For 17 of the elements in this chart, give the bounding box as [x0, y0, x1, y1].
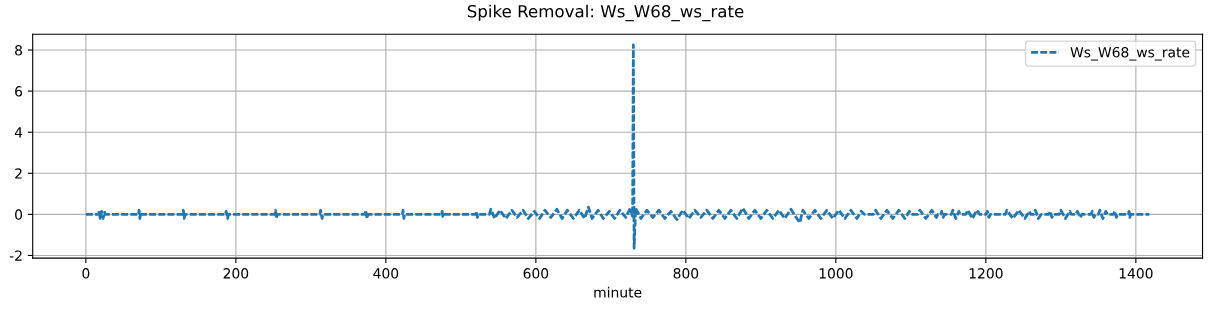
- legend-label: Ws_W68_ws_rate: [1070, 46, 1190, 61]
- x-tick-label: 1000: [819, 268, 853, 279]
- y-tick-label: 6: [15, 86, 23, 97]
- x-tick-label: 800: [673, 268, 699, 279]
- chart-title: Spike Removal: Ws_W68_ws_rate: [467, 4, 744, 22]
- x-tick-label: 600: [523, 268, 549, 279]
- x-tick-label: 200: [223, 268, 249, 279]
- y-tick-label: 2: [15, 168, 22, 179]
- x-tick-label: 0: [82, 268, 90, 279]
- x-tick-label: 1400: [1119, 268, 1153, 279]
- y-tick-label: -2: [9, 250, 22, 261]
- x-tick-label: 1200: [969, 268, 1003, 279]
- y-tick-label: 4: [14, 127, 23, 138]
- x-tick-label: 400: [373, 268, 399, 279]
- x-axis-title: minute: [594, 286, 642, 298]
- y-tick-label: 8: [15, 45, 23, 56]
- y-tick-label: 0: [15, 209, 23, 220]
